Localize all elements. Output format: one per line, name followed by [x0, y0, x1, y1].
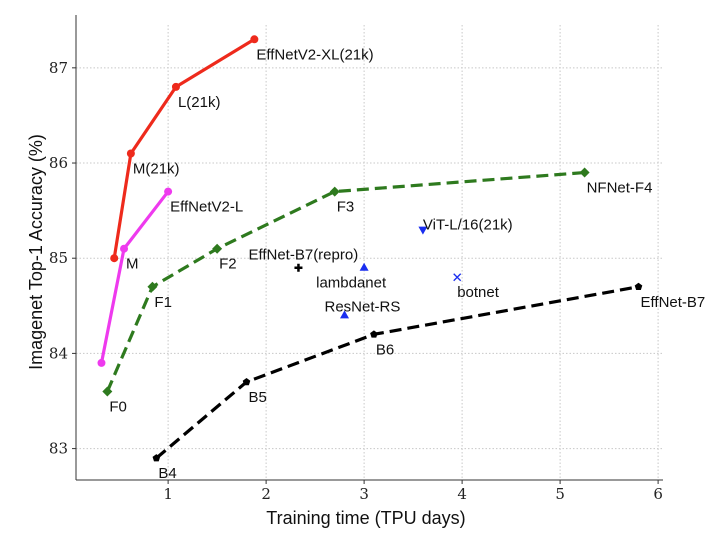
data-point: [579, 167, 590, 178]
x-tick-label: 3: [359, 485, 369, 503]
data-label: EffNet-B7: [641, 294, 706, 311]
scatter-label: botnet: [457, 284, 500, 301]
scatter-label: lambdanet: [316, 275, 387, 292]
data-point: [120, 244, 129, 253]
data-point: [242, 377, 251, 386]
axes: 1 2 3 4 5 6 83 84 85 86 87: [49, 15, 663, 503]
x-tick-label: 6: [653, 485, 663, 503]
data-point: [110, 254, 119, 263]
data-label: M: [126, 256, 139, 273]
series-line-0: [112, 37, 256, 259]
scatter-point: [359, 262, 369, 271]
x-tick-label: 5: [555, 485, 565, 503]
data-point: [126, 149, 135, 158]
data-point: [97, 358, 106, 367]
x-tick-label: 4: [457, 485, 467, 503]
x-tick-label: 2: [261, 485, 271, 503]
data-label: F3: [337, 199, 355, 216]
scatter-label: ResNet-RS: [325, 298, 401, 315]
data-point: [250, 35, 259, 44]
data-point: [152, 454, 161, 462]
data-point: [370, 330, 378, 338]
series-line-3: [155, 285, 639, 460]
data-label: L(21k): [178, 94, 221, 111]
data-label: F0: [109, 398, 127, 415]
scatter-point: [340, 310, 350, 319]
data-label: B6: [376, 341, 394, 358]
data-point: [212, 243, 223, 254]
scatter-label: EffNet-B7(repro): [248, 247, 358, 264]
data-point: [102, 386, 113, 397]
y-axis-label: Imagenet Top-1 Accuracy (%): [26, 134, 46, 370]
data-point: [164, 187, 173, 196]
data-label: F2: [219, 256, 237, 273]
data-point: [329, 186, 340, 197]
grid: [76, 25, 663, 480]
scatter-point: [294, 263, 303, 272]
y-tick-label: 84: [49, 344, 68, 362]
scatter-label: ViT-L/16(21k): [423, 217, 513, 234]
series-layer: [97, 35, 643, 462]
scatter-point: [418, 226, 428, 235]
x-tick-label: 1: [163, 485, 173, 503]
data-point: [634, 282, 643, 291]
data-label: B5: [249, 389, 267, 406]
point-labels: M(21k) L(21k) EffNetV2-XL(21k) M EffNetV2-L F…: [109, 46, 705, 482]
data-label: EffNetV2-L: [170, 199, 243, 216]
data-label: NFNet-F4: [587, 180, 653, 197]
data-label: M(21k): [133, 161, 180, 178]
y-tick-label: 85: [49, 249, 68, 267]
data-point: [147, 281, 158, 292]
y-tick-label: 87: [49, 59, 68, 77]
data-label: EffNetV2-XL(21k): [256, 46, 373, 63]
y-tick-label: 83: [49, 440, 68, 458]
series-line-1: [99, 190, 170, 364]
x-axis-label: Training time (TPU days): [266, 508, 465, 528]
y-tick-label: 86: [49, 154, 68, 172]
data-point: [171, 82, 180, 91]
data-label: B4: [158, 465, 176, 482]
data-label: F1: [154, 294, 172, 311]
scatter-point: [453, 273, 462, 282]
